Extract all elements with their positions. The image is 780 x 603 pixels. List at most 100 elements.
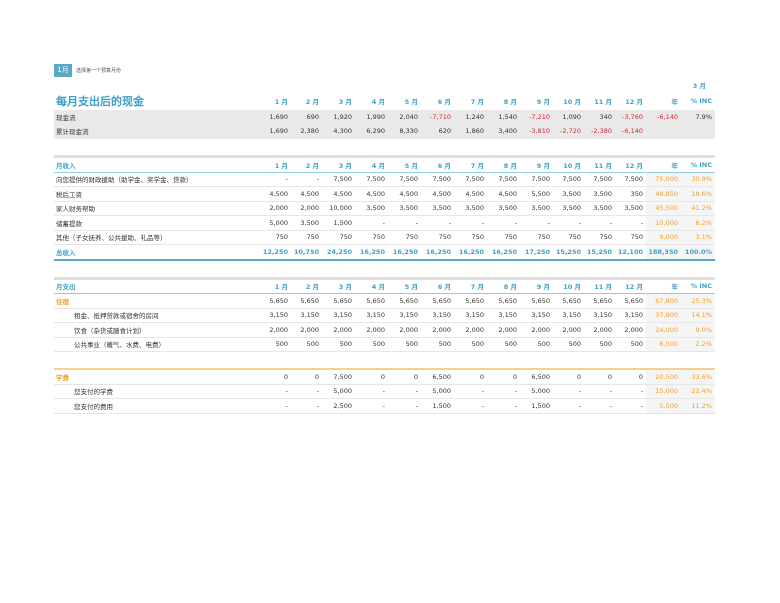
month-value[interactable]: 3,500 [291, 215, 322, 231]
month-value[interactable]: 4,500 [487, 186, 520, 202]
month-value[interactable]: 750 [355, 230, 388, 245]
month-value[interactable]: 7,500 [584, 172, 615, 187]
month-value[interactable]: 1,540 [487, 110, 520, 125]
month-value[interactable]: 350 [615, 186, 646, 202]
month-value[interactable]: 5,650 [584, 293, 615, 309]
month-value[interactable]: 6,290 [355, 124, 388, 139]
month-value[interactable]: 1,920 [322, 110, 355, 125]
month-value[interactable]: 500 [322, 337, 355, 352]
month-value[interactable]: 5,650 [388, 293, 421, 309]
month-value[interactable]: 620 [421, 124, 454, 139]
month-value[interactable]: 10,000 [322, 201, 355, 216]
month-value[interactable]: 3,500 [584, 201, 615, 216]
month-value[interactable]: 3,500 [487, 201, 520, 216]
month-value[interactable]: 0 [355, 370, 388, 385]
month-value[interactable]: - [487, 398, 520, 414]
month-value[interactable]: - [388, 398, 421, 414]
month-value[interactable]: 750 [553, 230, 584, 245]
month-value[interactable]: 750 [454, 230, 487, 245]
month-value[interactable]: 7,500 [454, 172, 487, 187]
month-value[interactable]: 3,400 [487, 124, 520, 139]
month-value[interactable]: 3,500 [553, 201, 584, 216]
month-value[interactable]: 5,000 [421, 384, 454, 399]
month-value[interactable]: 2,000 [553, 322, 584, 338]
month-value[interactable]: 2,000 [421, 322, 454, 338]
month-value[interactable]: 3,500 [584, 186, 615, 202]
month-value[interactable]: - [487, 215, 520, 231]
month-value[interactable]: 16,250 [388, 244, 421, 261]
month-value[interactable]: 2,000 [388, 322, 421, 338]
month-value[interactable]: 1,500 [421, 398, 454, 414]
month-value[interactable]: 500 [421, 337, 454, 352]
month-value[interactable]: 4,500 [454, 186, 487, 202]
month-value[interactable]: 750 [260, 230, 291, 245]
month-value[interactable]: - [615, 215, 646, 231]
month-value[interactable]: - [388, 384, 421, 399]
month-value[interactable]: - [615, 398, 646, 414]
month-value[interactable]: 3,500 [520, 201, 553, 216]
month-value[interactable]: 500 [487, 337, 520, 352]
month-value[interactable]: - [615, 384, 646, 399]
month-value[interactable]: 5,000 [260, 215, 291, 231]
start-month-selector[interactable]: 1月 [54, 64, 72, 77]
month-value[interactable]: -3,760 [615, 110, 646, 125]
month-value[interactable]: 0 [584, 370, 615, 385]
month-value[interactable]: 0 [487, 370, 520, 385]
month-value[interactable]: 500 [615, 337, 646, 352]
month-value[interactable]: 7,500 [421, 172, 454, 187]
month-value[interactable]: 500 [553, 337, 584, 352]
month-value[interactable]: 750 [520, 230, 553, 245]
month-value[interactable]: 2,000 [291, 322, 322, 338]
month-value[interactable]: - [584, 215, 615, 231]
month-value[interactable]: 3,150 [584, 308, 615, 323]
month-value[interactable]: 5,650 [553, 293, 584, 309]
month-value[interactable]: 500 [388, 337, 421, 352]
month-value[interactable]: 3,500 [388, 201, 421, 216]
month-value[interactable]: - [388, 215, 421, 231]
month-value[interactable]: 3,150 [355, 308, 388, 323]
month-value[interactable]: 1,860 [454, 124, 487, 139]
month-value[interactable]: 5,500 [520, 186, 553, 202]
month-value[interactable]: 2,000 [454, 322, 487, 338]
month-value[interactable]: - [454, 215, 487, 231]
month-value[interactable]: 1,690 [260, 124, 291, 139]
month-value[interactable]: 16,250 [355, 244, 388, 261]
month-value[interactable]: 2,380 [291, 124, 322, 139]
month-value[interactable]: 7,500 [615, 172, 646, 187]
month-value[interactable]: 1,500 [322, 215, 355, 231]
month-value[interactable]: - [355, 215, 388, 231]
month-value[interactable]: 6,500 [520, 370, 553, 385]
month-value[interactable]: 2,500 [322, 398, 355, 414]
month-value[interactable]: 3,150 [260, 308, 291, 323]
month-value[interactable]: 5,650 [487, 293, 520, 309]
month-value[interactable]: 2,000 [520, 322, 553, 338]
month-value[interactable]: 10,750 [291, 244, 322, 261]
month-value[interactable]: - [291, 384, 322, 399]
month-value[interactable]: 5,650 [260, 293, 291, 309]
month-value[interactable]: - [260, 172, 291, 187]
month-value[interactable]: 7,500 [553, 172, 584, 187]
month-value[interactable]: 750 [615, 230, 646, 245]
month-value[interactable]: 15,250 [553, 244, 584, 261]
month-value[interactable]: - [553, 398, 584, 414]
month-value[interactable]: 340 [584, 110, 615, 125]
month-value[interactable]: 2,000 [260, 201, 291, 216]
month-value[interactable]: -3,810 [520, 124, 553, 139]
month-value[interactable]: 17,250 [520, 244, 553, 261]
month-value[interactable]: 1,690 [260, 110, 291, 125]
month-value[interactable]: 1,990 [355, 110, 388, 125]
month-value[interactable]: -2,720 [553, 124, 584, 139]
month-value[interactable]: 0 [388, 370, 421, 385]
month-value[interactable]: 750 [584, 230, 615, 245]
month-value[interactable]: -2,380 [584, 124, 615, 139]
month-value[interactable]: 12,100 [615, 244, 646, 261]
month-value[interactable]: 2,000 [355, 322, 388, 338]
month-value[interactable]: - [520, 215, 553, 231]
month-value[interactable]: 3,500 [355, 201, 388, 216]
month-value[interactable]: 2,040 [388, 110, 421, 125]
month-value[interactable]: 690 [291, 110, 322, 125]
month-value[interactable]: 1,240 [454, 110, 487, 125]
month-value[interactable]: 500 [291, 337, 322, 352]
month-value[interactable]: 0 [291, 370, 322, 385]
month-value[interactable]: -7,210 [520, 110, 553, 125]
